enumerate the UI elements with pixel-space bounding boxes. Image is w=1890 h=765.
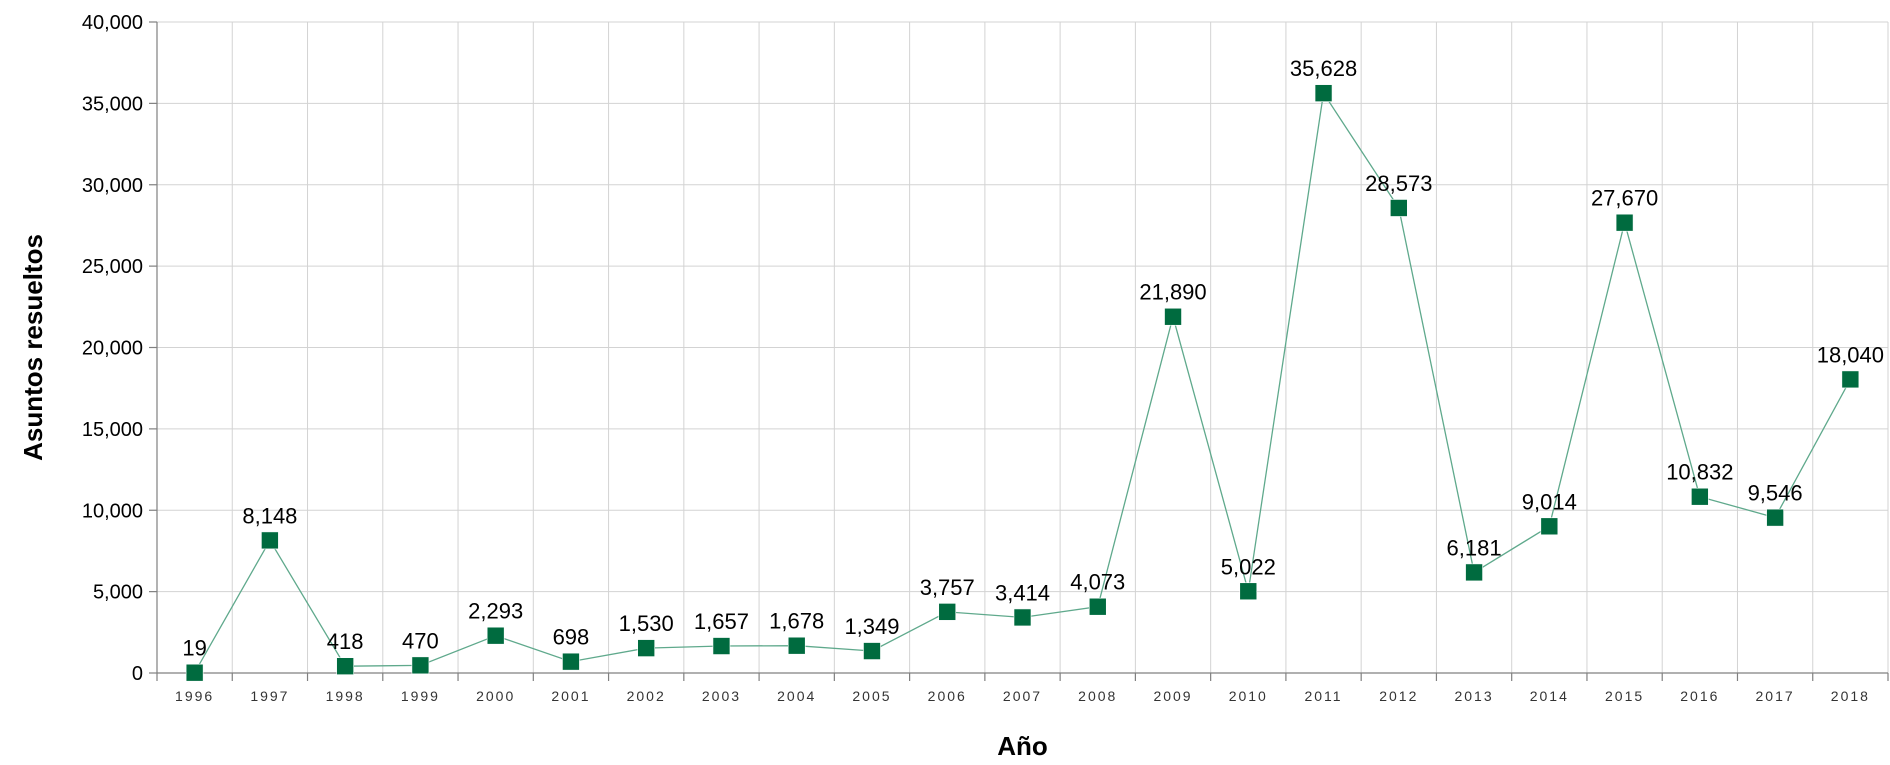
data-point-marker: [787, 636, 806, 655]
x-tick-label: 2004: [777, 688, 816, 704]
data-point-marker: [1088, 597, 1107, 616]
data-label: 19: [182, 636, 206, 661]
data-label: 9,546: [1748, 481, 1803, 506]
y-tick-label: 0: [132, 663, 143, 685]
data-point-marker: [486, 626, 505, 645]
x-tick-label: 2015: [1605, 688, 1644, 704]
data-point-marker: [1239, 582, 1258, 601]
data-point-marker: [1766, 508, 1784, 527]
grid: [157, 21, 1889, 674]
x-tick-label: 2001: [551, 688, 590, 704]
axes: [149, 21, 1889, 681]
y-tick-label: 25,000: [82, 256, 143, 278]
data-point-marker: [185, 663, 204, 682]
y-tick-label: 30,000: [82, 175, 143, 197]
data-label: 418: [327, 629, 364, 654]
x-tick-label: 1999: [401, 688, 440, 704]
x-tick-label: 2012: [1379, 688, 1418, 704]
data-point-marker: [336, 657, 354, 675]
data-point-marker: [1164, 307, 1182, 326]
data-point-marker: [1691, 487, 1709, 506]
x-axis-title: Año: [997, 731, 1048, 761]
data-label: 698: [553, 625, 590, 650]
x-tick-label: 2016: [1680, 688, 1719, 704]
data-point-marker: [1841, 370, 1860, 389]
series-markers: [185, 84, 1860, 682]
data-label: 21,890: [1139, 280, 1206, 305]
data-label: 27,670: [1591, 186, 1658, 211]
x-tick-label: 2017: [1756, 688, 1795, 704]
x-tick-label: 2007: [1003, 688, 1042, 704]
data-label: 18,040: [1817, 342, 1884, 367]
y-tick-label: 10,000: [82, 500, 143, 522]
x-tick-label: 2003: [702, 688, 741, 704]
x-tick-label: 1997: [250, 688, 289, 704]
data-point-marker: [562, 652, 580, 671]
data-label: 1,678: [769, 609, 824, 634]
data-label: 2,293: [468, 599, 523, 624]
x-tick-label: 2009: [1153, 688, 1192, 704]
x-tick-label: 2000: [476, 688, 515, 704]
data-label: 1,349: [844, 614, 899, 639]
x-tick-label: 1998: [326, 688, 365, 704]
data-point-marker: [712, 637, 731, 655]
data-labels: 19 8,148 418 470 2,293 698 1,530 1,657 1,678 1,34…: [182, 56, 1884, 661]
data-label: 28,573: [1365, 171, 1432, 196]
data-point-marker: [261, 531, 279, 550]
data-point-marker: [1615, 213, 1634, 232]
data-label: 5,022: [1221, 554, 1276, 579]
data-point-marker: [1465, 563, 1483, 582]
data-point-marker: [863, 642, 881, 660]
x-tick-label: 2010: [1229, 688, 1268, 704]
y-axis-title: Asuntos resueltos: [18, 234, 48, 461]
x-tick-label: 2005: [852, 688, 891, 704]
y-tick-label: 40,000: [82, 12, 143, 34]
x-tick-label: 2008: [1078, 688, 1117, 704]
data-label: 10,832: [1666, 460, 1733, 485]
x-tick-labels: 1996 1997 1998 1999 2000 2001 2002 2003 2004 2005…: [175, 688, 1870, 704]
data-point-marker: [1390, 199, 1408, 217]
y-tick-label: 15,000: [82, 419, 143, 441]
x-tick-label: 2002: [627, 688, 666, 704]
y-tick-labels: 0 5,000 10,000 15,000 20,000 25,000 30,000 35,0…: [82, 12, 143, 685]
data-point-marker: [938, 603, 957, 621]
x-tick-label: 2006: [928, 688, 967, 704]
y-tick-label: 20,000: [82, 338, 143, 360]
data-point-marker: [1540, 517, 1559, 536]
data-point-marker: [1314, 84, 1333, 102]
x-tick-label: 2013: [1454, 688, 1493, 704]
x-tick-label: 2011: [1304, 688, 1342, 704]
data-label: 3,757: [920, 575, 975, 600]
x-tick-label: 2014: [1530, 688, 1569, 704]
x-tick-label: 1996: [175, 688, 214, 704]
data-label: 4,073: [1070, 570, 1125, 595]
y-tick-label: 5,000: [93, 582, 143, 604]
data-label: 1,657: [694, 609, 749, 634]
data-label: 9,014: [1522, 489, 1577, 514]
data-point-marker: [637, 639, 655, 657]
data-label: 6,181: [1447, 535, 1502, 560]
data-point-marker: [411, 656, 430, 675]
data-label: 470: [402, 628, 439, 653]
data-label: 8,148: [242, 503, 297, 528]
data-label: 3,414: [995, 580, 1050, 605]
data-label: 1,530: [619, 611, 674, 636]
x-tick-label: 2018: [1831, 688, 1870, 704]
y-tick-label: 35,000: [82, 93, 143, 115]
data-label: 35,628: [1290, 56, 1357, 81]
data-point-marker: [1013, 608, 1032, 627]
